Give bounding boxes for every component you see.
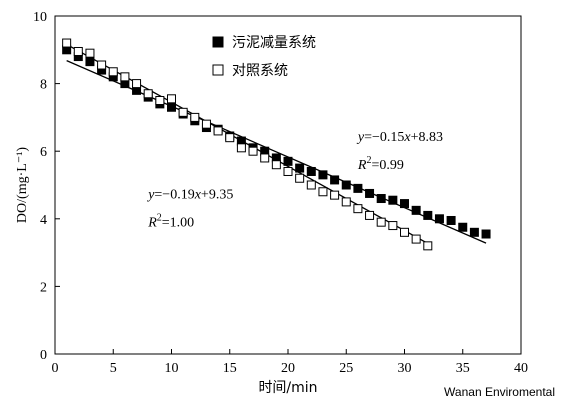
data-point-series-2 xyxy=(190,112,200,122)
y-tick-label: 10 xyxy=(33,10,47,25)
data-point-series-1 xyxy=(411,205,421,215)
equation-eq-control: y=−0.19x+9.35 xyxy=(146,188,233,203)
y-axis-label: DO/(mg·L⁻¹) xyxy=(15,147,30,223)
data-point-series-2 xyxy=(353,204,363,214)
x-tick-label: 10 xyxy=(165,361,179,376)
data-point-series-2 xyxy=(318,187,328,197)
y-tick-label: 2 xyxy=(40,280,47,295)
data-point-series-2 xyxy=(260,153,270,163)
legend-marker-1 xyxy=(212,36,224,48)
data-point-series-2 xyxy=(411,234,421,244)
r-squared-eq-control: R2=1.00 xyxy=(147,213,194,231)
data-point-series-1 xyxy=(458,222,468,232)
data-point-series-2 xyxy=(330,190,340,200)
watermark: Wanan Enviromental xyxy=(444,385,555,399)
annotations: y=−0.15x+8.83 R2=0.99 y=−0.19x+9.35 R2=1.00 xyxy=(146,130,443,230)
data-point-series-2 xyxy=(400,227,409,237)
legend-label-1: 污泥减量系统 xyxy=(232,35,316,51)
data-point-series-2 xyxy=(132,79,142,89)
data-point-series-1 xyxy=(446,215,456,225)
legend-label-2: 对照系统 xyxy=(232,63,288,79)
data-point-series-1 xyxy=(388,195,398,205)
x-tick-label: 35 xyxy=(456,361,470,376)
data-point-series-1 xyxy=(353,183,363,193)
x-tick-label: 0 xyxy=(52,361,59,376)
data-point-series-2 xyxy=(236,143,246,153)
data-point-series-1 xyxy=(306,166,316,176)
y-tick-label: 4 xyxy=(40,213,47,228)
data-point-series-2 xyxy=(365,210,375,220)
data-point-series-1 xyxy=(283,156,293,166)
y-tick-label: 8 xyxy=(40,78,47,93)
data-point-series-2 xyxy=(341,197,351,207)
data-point-series-1 xyxy=(85,57,95,67)
x-tick-label: 30 xyxy=(398,361,412,376)
data-point-series-2 xyxy=(85,48,95,58)
data-point-series-2 xyxy=(423,241,433,251)
data-point-series-1 xyxy=(330,175,340,185)
data-point-series-2 xyxy=(62,38,72,48)
x-tick-label: 20 xyxy=(281,361,295,376)
data-point-series-2 xyxy=(306,180,316,190)
legend-marker-2 xyxy=(212,64,224,76)
data-point-series-1 xyxy=(423,210,433,220)
data-point-series-2 xyxy=(271,160,281,170)
plot-frame xyxy=(54,15,522,355)
data-point-series-2 xyxy=(225,133,235,143)
x-tick-label: 25 xyxy=(339,361,353,376)
data-point-series-1 xyxy=(318,170,328,180)
data-point-series-2 xyxy=(143,89,153,99)
y-tick-label: 6 xyxy=(40,145,47,160)
data-point-series-1 xyxy=(376,194,386,204)
data-point-series-1 xyxy=(469,227,479,237)
axes: 0 5 10 15 20 25 30 35 40 0 2 4 6 8 10 时间/min DO/(mg·L⁻¹) xyxy=(15,10,528,396)
y-tick-label: 0 xyxy=(40,348,47,363)
data-point-series-2 xyxy=(120,72,130,82)
data-point-series-2 xyxy=(283,166,293,176)
data-point-series-2 xyxy=(108,67,118,77)
data-point-series-1 xyxy=(295,163,305,173)
data-point-series-1 xyxy=(341,180,351,190)
data-point-series-1 xyxy=(481,229,491,239)
data-point-series-2 xyxy=(73,46,83,56)
x-axis-label: 时间/min xyxy=(258,380,317,396)
fit-line-1 xyxy=(66,60,487,244)
data-point-series-2 xyxy=(97,60,107,70)
data-point-series-1 xyxy=(365,188,375,198)
x-tick-label: 15 xyxy=(223,361,237,376)
x-tick-label: 40 xyxy=(514,361,528,376)
data-point-series-1 xyxy=(167,102,176,112)
data-point-series-1 xyxy=(434,214,444,224)
data-point-series-2 xyxy=(155,96,165,105)
equation-eq-sludge: y=−0.15x+8.83 xyxy=(356,130,443,145)
data-point-series-2 xyxy=(295,173,305,183)
r-squared-eq-sludge: R2=0.99 xyxy=(357,155,404,173)
data-point-series-2 xyxy=(248,146,258,156)
data-point-series-2 xyxy=(213,126,223,136)
data-point-series-2 xyxy=(167,94,176,104)
data-point-series-2 xyxy=(201,119,211,129)
data-point-series-1 xyxy=(400,199,409,209)
data-point-series-2 xyxy=(178,107,188,117)
data-point-series-2 xyxy=(388,221,398,231)
x-tick-label: 5 xyxy=(110,361,117,376)
data-point-series-2 xyxy=(376,217,386,227)
data-points xyxy=(62,38,491,251)
